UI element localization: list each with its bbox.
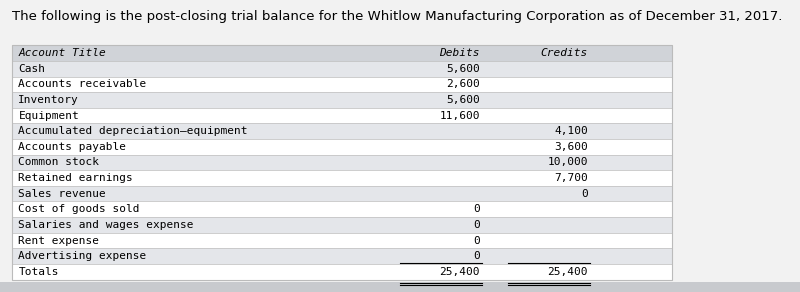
Text: Cost of goods sold: Cost of goods sold	[18, 204, 140, 214]
Text: Accounts receivable: Accounts receivable	[18, 79, 146, 89]
Bar	[12, 139, 672, 155]
Bar	[12, 233, 672, 248]
Text: 7,700: 7,700	[554, 173, 588, 183]
Text: 5,600: 5,600	[446, 95, 480, 105]
Text: 5,600: 5,600	[446, 64, 480, 74]
Text: Salaries and wages expense: Salaries and wages expense	[18, 220, 194, 230]
Bar	[12, 45, 672, 61]
Text: 0: 0	[474, 220, 480, 230]
Text: 10,000: 10,000	[547, 157, 588, 167]
Text: Account Title: Account Title	[18, 48, 106, 58]
Text: Accounts payable: Accounts payable	[18, 142, 126, 152]
Bar	[12, 92, 672, 108]
Text: 3,600: 3,600	[554, 142, 588, 152]
Text: 0: 0	[474, 236, 480, 246]
Text: The following is the post-closing trial balance for the Whitlow Manufacturing Co: The following is the post-closing trial …	[12, 10, 782, 23]
Text: Sales revenue: Sales revenue	[18, 189, 106, 199]
Bar	[12, 124, 672, 139]
Bar	[12, 201, 672, 217]
Text: 25,400: 25,400	[439, 267, 480, 277]
Text: Equipment: Equipment	[18, 111, 79, 121]
Text: 11,600: 11,600	[439, 111, 480, 121]
Text: 0: 0	[474, 251, 480, 261]
Bar	[0, 282, 800, 292]
Bar	[12, 155, 672, 170]
Text: Common stock: Common stock	[18, 157, 99, 167]
Text: Rent expense: Rent expense	[18, 236, 99, 246]
Bar	[12, 264, 672, 280]
Text: Credits: Credits	[541, 48, 588, 58]
Text: Inventory: Inventory	[18, 95, 79, 105]
Text: 25,400: 25,400	[547, 267, 588, 277]
Text: Debits: Debits	[439, 48, 480, 58]
Bar	[12, 108, 672, 124]
Text: 4,100: 4,100	[554, 126, 588, 136]
Text: 0: 0	[582, 189, 588, 199]
Text: Totals: Totals	[18, 267, 59, 277]
Text: 0: 0	[474, 204, 480, 214]
Bar	[12, 170, 672, 186]
Bar	[12, 61, 672, 77]
Text: Cash: Cash	[18, 64, 46, 74]
Bar	[12, 248, 672, 264]
Bar	[12, 45, 672, 280]
Text: Accumulated depreciation–equipment: Accumulated depreciation–equipment	[18, 126, 248, 136]
Text: 2,600: 2,600	[446, 79, 480, 89]
Bar	[12, 217, 672, 233]
Bar	[12, 186, 672, 201]
Text: Advertising expense: Advertising expense	[18, 251, 146, 261]
Bar	[12, 77, 672, 92]
Text: Retained earnings: Retained earnings	[18, 173, 133, 183]
